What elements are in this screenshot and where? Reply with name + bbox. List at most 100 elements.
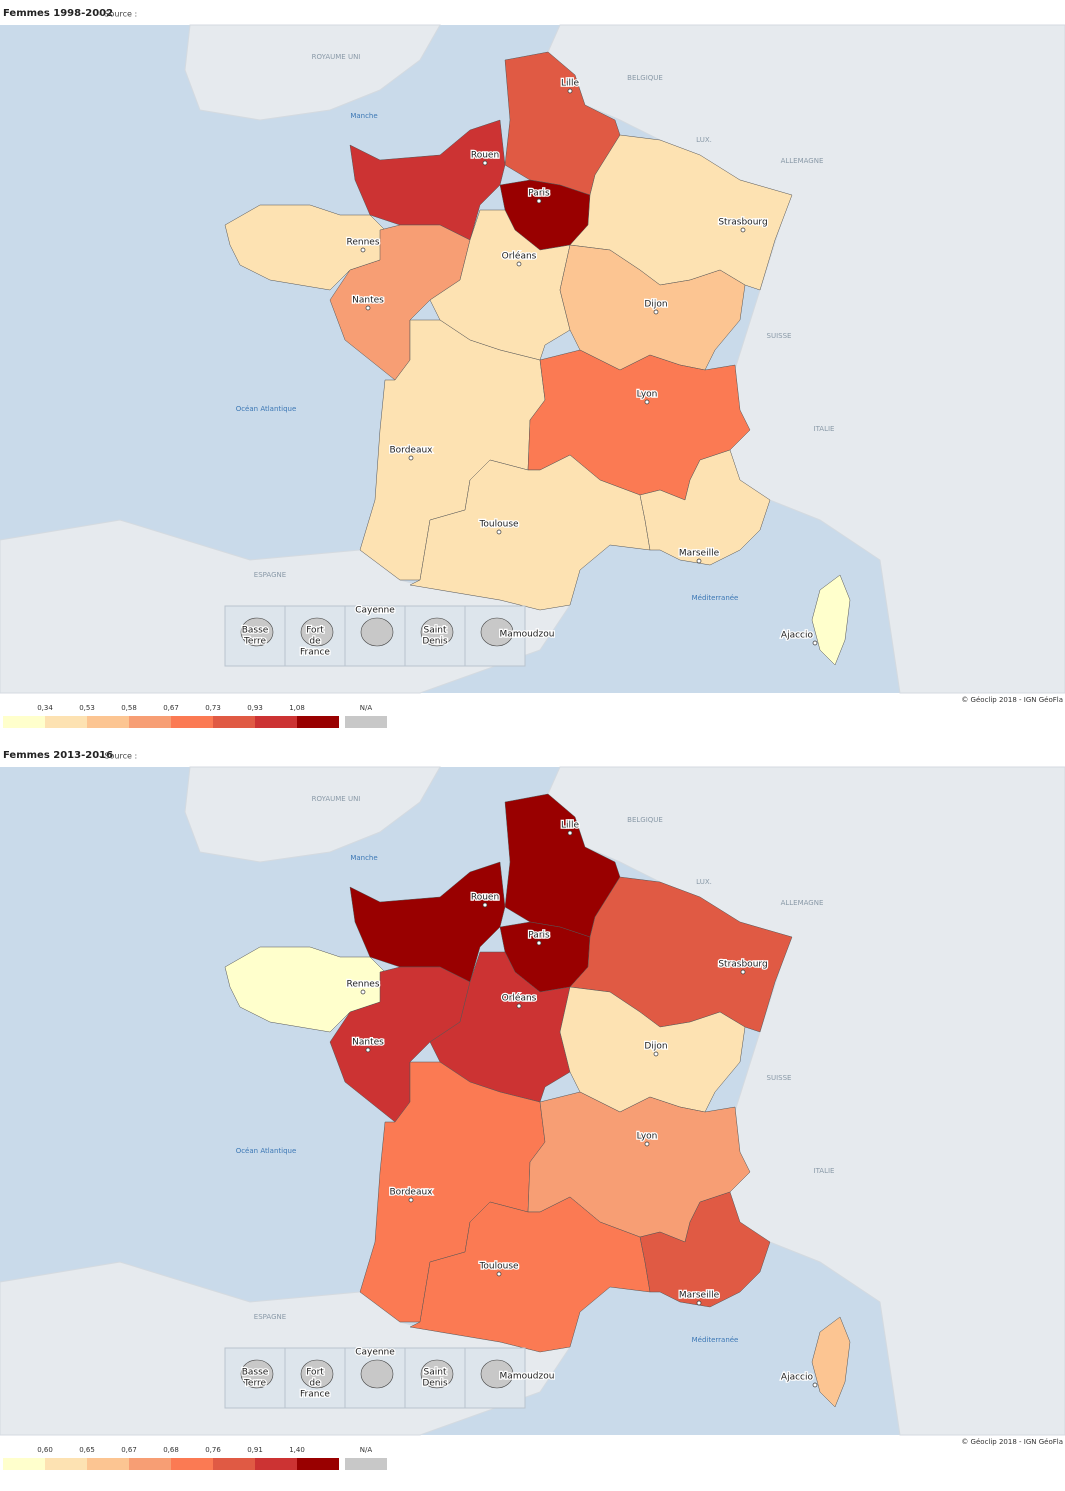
city-dot [482, 160, 488, 166]
overseas-shape [240, 1359, 274, 1389]
city-dot [740, 227, 746, 233]
legend-label: 0,34 [37, 704, 53, 712]
city-dot [740, 969, 746, 975]
overseas-label: Basse [242, 626, 269, 636]
overseas-shape [480, 1359, 514, 1389]
legend-label: 0,53 [79, 704, 95, 712]
city-label: Lyon [637, 390, 658, 400]
overseas-label: Terre [243, 1379, 267, 1389]
city-label: Nantes [352, 1038, 384, 1048]
legend-label: 0,76 [205, 1446, 221, 1454]
overseas-label: Saint [424, 1368, 447, 1378]
city-label: Rouen [471, 893, 499, 903]
place-label: SUISSE [767, 1074, 792, 1082]
legend-swatch [45, 1458, 87, 1470]
city-dot [536, 940, 542, 946]
region [639, 1191, 771, 1308]
place-label: Méditerranée [692, 1336, 739, 1344]
city-dot [567, 830, 573, 836]
city-label: Ajaccio [781, 631, 814, 641]
legend-label: 1,40 [289, 1446, 305, 1454]
overseas-label: Denis [422, 637, 448, 647]
overseas-shape [300, 617, 334, 647]
city-label: Nantes [352, 296, 384, 306]
place-label: Manche [350, 854, 377, 862]
city-dot [644, 1141, 650, 1147]
overseas-label: Fort [306, 1368, 324, 1378]
overseas-label: Saint [424, 626, 447, 636]
city-dot [360, 247, 366, 253]
legend-label: 0,68 [163, 1446, 179, 1454]
legend-label: 0,91 [247, 1446, 263, 1454]
legend-swatch [297, 1458, 339, 1470]
place-label: Océan Atlantique [236, 1147, 297, 1155]
overseas-label: Terre [243, 637, 267, 647]
legend-label: 0,93 [247, 704, 263, 712]
city-dot [812, 1382, 818, 1388]
overseas-shape [480, 617, 514, 647]
legend-label: 0,67 [163, 704, 179, 712]
overseas-label: de [309, 1379, 321, 1389]
place-label: BELGIQUE [627, 74, 663, 82]
city-dot [365, 305, 371, 311]
region [429, 209, 571, 361]
overseas-label: Cayenne [355, 1348, 395, 1358]
place-label: ESPAGNE [254, 571, 286, 579]
place-label: BELGIQUE [627, 816, 663, 824]
legend-swatch [129, 716, 171, 728]
legend-swatch [297, 716, 339, 728]
place-label: ALLEMAGNE [781, 157, 824, 165]
city-dot [644, 399, 650, 405]
overseas-label: de [309, 637, 321, 647]
city-dot [408, 1197, 414, 1203]
city-label: Lille [561, 79, 580, 89]
map-title: Femmes 2013-2016 [3, 750, 113, 761]
city-dot [516, 261, 522, 267]
city-label: Dijon [644, 300, 667, 310]
overseas-shape [420, 617, 454, 647]
overseas-label: Denis [422, 1379, 448, 1389]
city-label: Lille [561, 821, 580, 831]
city-label: Rouen [471, 151, 499, 161]
overseas-box [224, 605, 286, 667]
region [811, 574, 851, 666]
legend-label: 1,08 [289, 704, 305, 712]
foreign-land [184, 24, 441, 121]
overseas-label: France [300, 648, 330, 658]
place-label: ITALIE [814, 425, 835, 433]
city-label: Strasbourg [718, 960, 767, 970]
legend-swatch [3, 1458, 45, 1470]
place-label: ITALIE [814, 1167, 835, 1175]
overseas-shape [360, 1359, 394, 1389]
region [811, 1316, 851, 1408]
city-dot [365, 1047, 371, 1053]
city-label: Marseille [679, 1291, 720, 1301]
city-dot [696, 1300, 702, 1306]
city-dot [567, 88, 573, 94]
region [559, 986, 746, 1113]
place-label: ROYAUME UNI [312, 795, 361, 803]
place-label: Méditerranée [692, 594, 739, 602]
city-label: Orléans [502, 251, 537, 262]
map: ROYAUME UNI BELGIQUE Manche LUX. ALLEMAGNE SU… [0, 24, 1065, 694]
city-dot [516, 1003, 522, 1009]
city-label: Lyon [637, 1132, 658, 1142]
city-label: Toulouse [478, 520, 519, 530]
legend-swatch [171, 716, 213, 728]
overseas-label: Mamoudzou [500, 630, 555, 640]
city-label: Strasbourg [718, 218, 767, 228]
city-label: Toulouse [478, 1262, 519, 1272]
overseas-label: Cayenne [355, 606, 395, 616]
map-title: Femmes 1998-2002 [3, 8, 113, 19]
legend-na-swatch [345, 716, 387, 728]
city-dot [653, 1051, 659, 1057]
place-label: SUISSE [767, 332, 792, 340]
region [639, 449, 771, 566]
city-label: Bordeaux [389, 1188, 433, 1198]
place-label: Manche [350, 112, 377, 120]
map-source: - Source : [99, 752, 137, 761]
legend-swatch [171, 1458, 213, 1470]
legend-na-swatch [345, 1458, 387, 1470]
foreign-land [184, 766, 441, 863]
